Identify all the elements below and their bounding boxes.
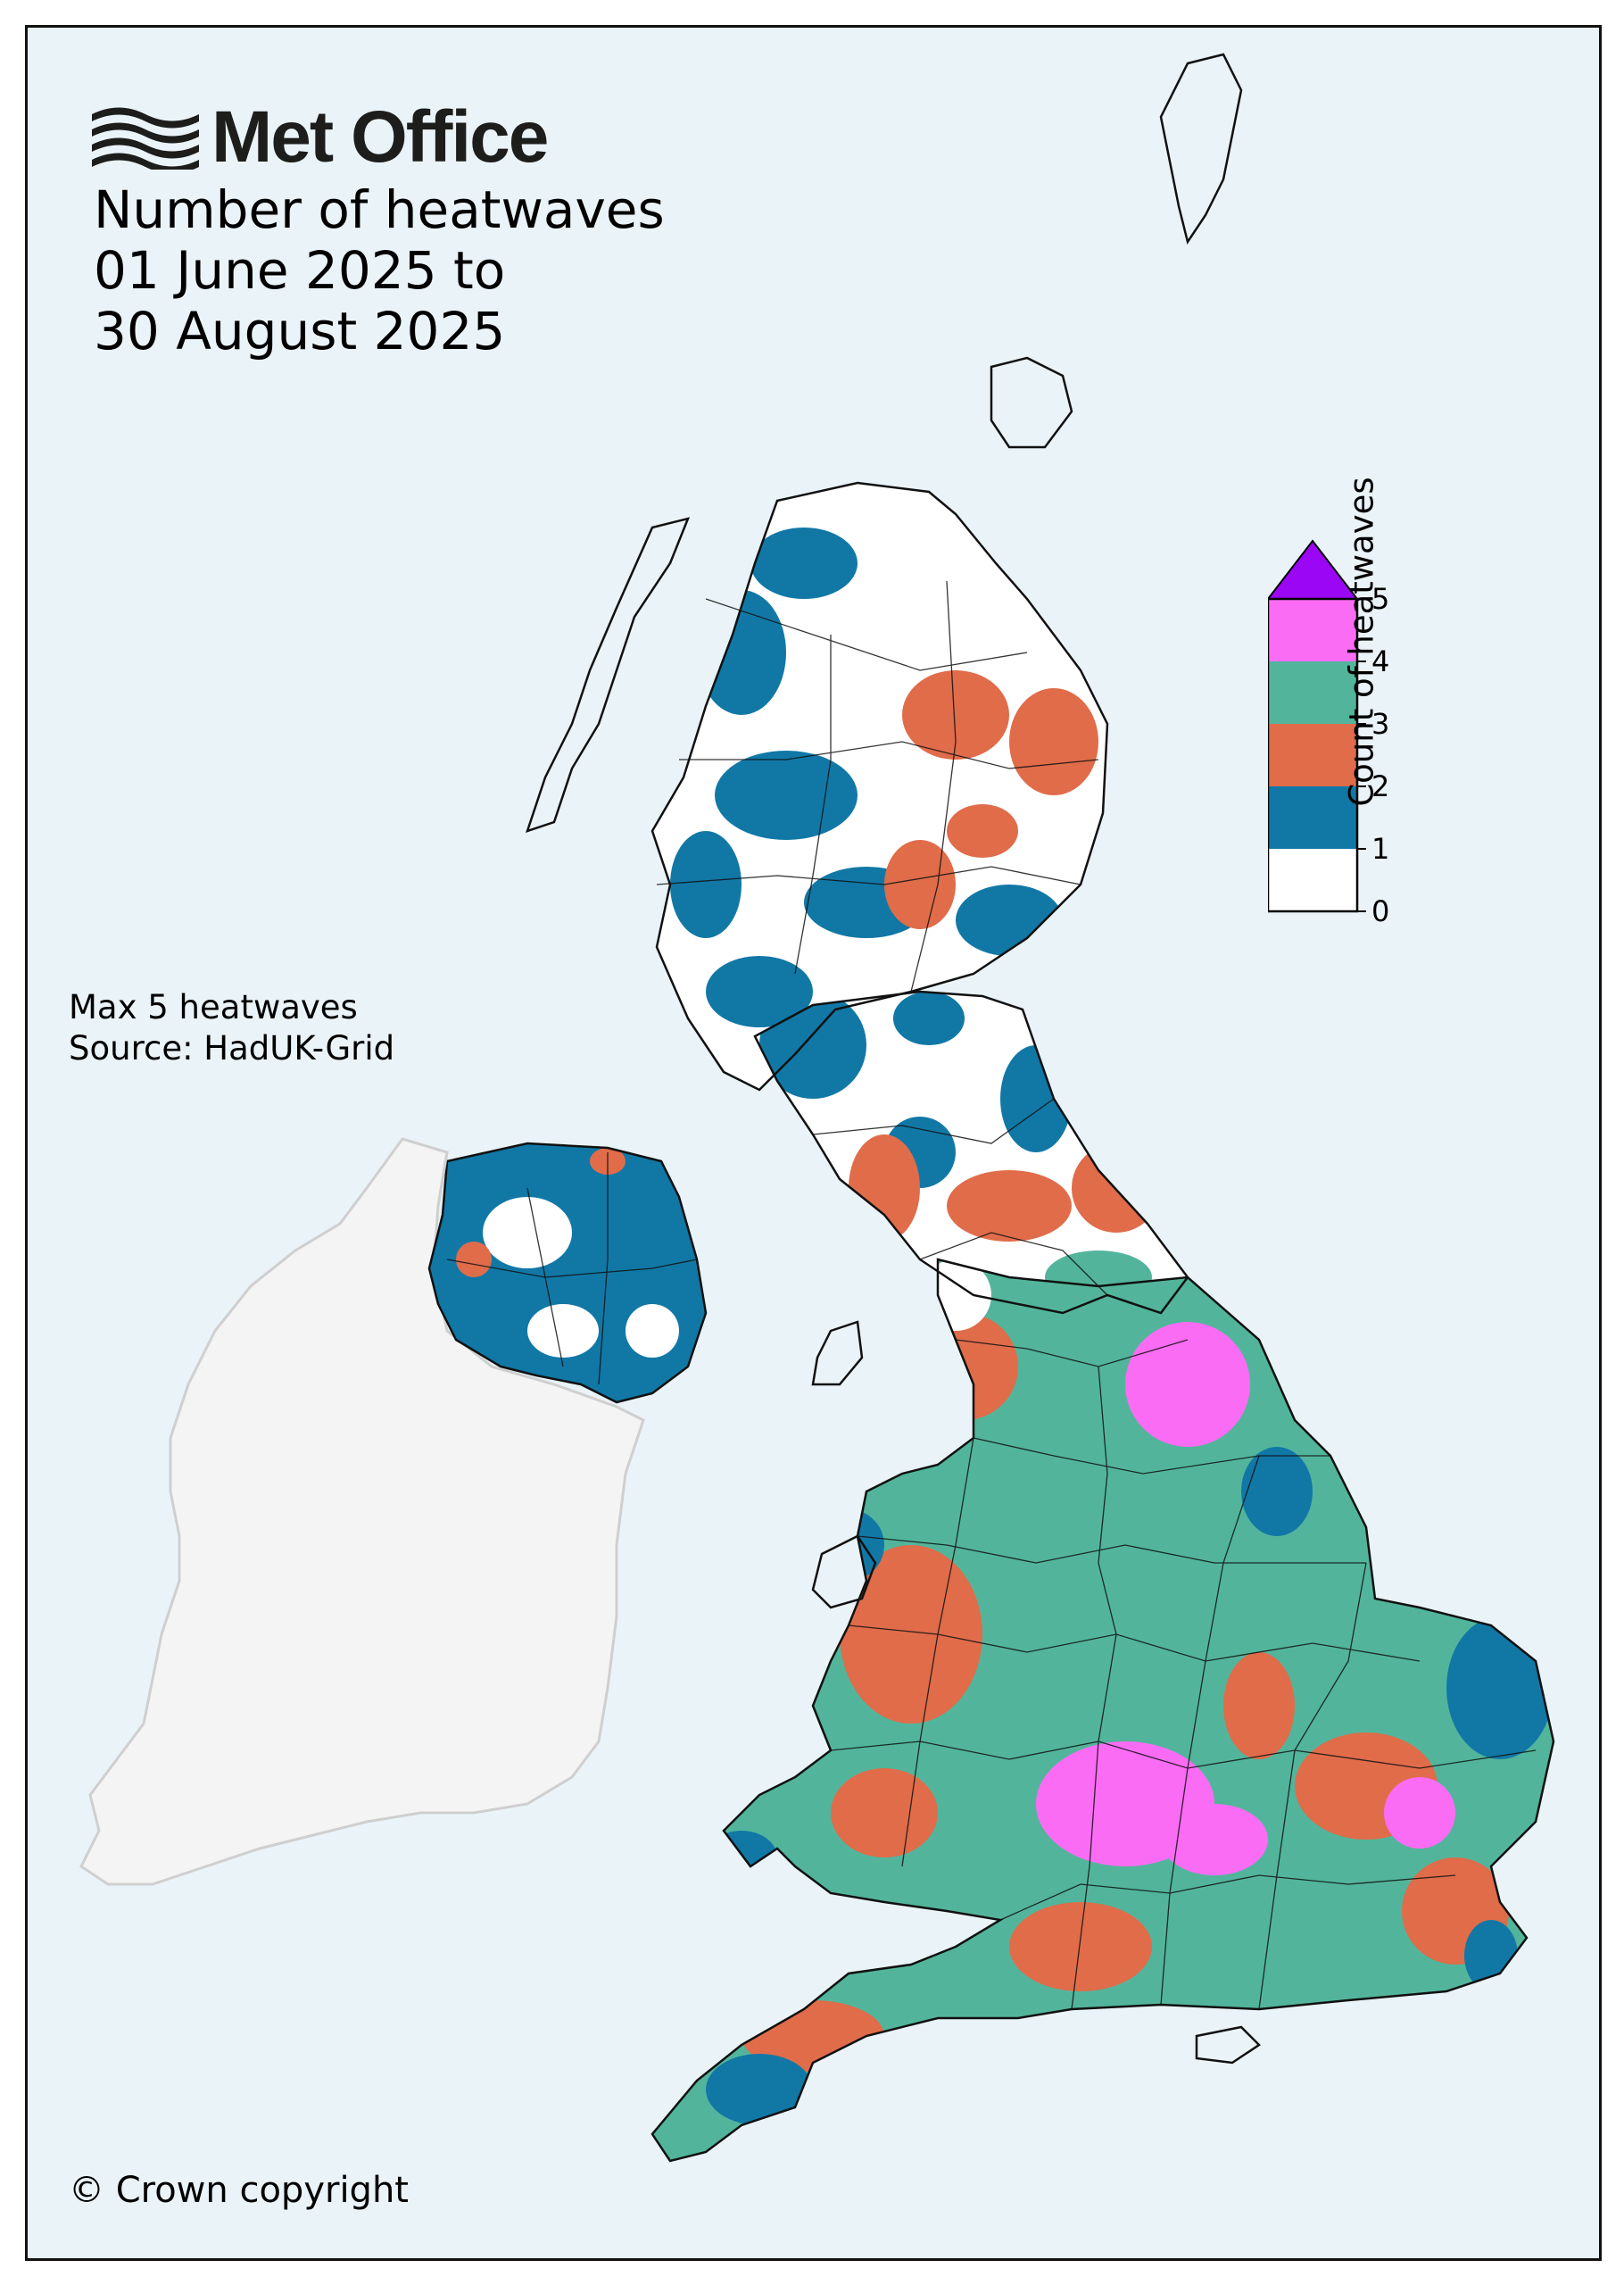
heatwave-area [849, 1134, 920, 1242]
colorbar-bin-3 [1268, 661, 1357, 724]
heatwave-area [884, 840, 956, 929]
heatwave-area [1036, 2018, 1054, 2036]
region-north-england [755, 992, 1188, 1313]
heatwave-map [79, 53, 1555, 2163]
heatwave-area [1384, 1777, 1455, 1849]
title-line-1: Number of heatwaves [94, 179, 665, 240]
map-title: Number of heatwaves 01 June 2025 to 30 A… [94, 179, 665, 361]
met-office-waves-icon [92, 107, 199, 170]
heatwave-area [956, 885, 1063, 956]
title-line-2: 01 June 2025 to [94, 240, 506, 301]
heatwave-area [1009, 1902, 1152, 1991]
heatwave-area [527, 1304, 599, 1358]
heatwave-area [1464, 1920, 1518, 1991]
colorbar-tick-label: 3 [1371, 707, 1389, 741]
met-office-logo: Met Office [92, 96, 549, 179]
heatwave-area [1446, 1616, 1554, 1759]
heatwave-area [1125, 1322, 1250, 1447]
colorbar-label: Count of heatwaves [1342, 477, 1381, 807]
heatwave-area [1045, 1251, 1152, 1304]
heatwave-area [456, 1242, 492, 1277]
heatwave-area [706, 2054, 813, 2125]
heatwave-area [706, 956, 813, 1027]
colorbar-outline [1268, 597, 1359, 913]
ireland-landmass [79, 1137, 645, 1886]
map-frame: Met Office Number of heatwaves 01 June 2… [25, 25, 1602, 2261]
colorbar-tick-label: 4 [1371, 644, 1389, 678]
max-note: Max 5 heatwaves [69, 988, 358, 1026]
colorbar-tick-label: 1 [1371, 832, 1389, 866]
heatwave-area [715, 751, 858, 840]
heatwave-area [1161, 1804, 1268, 1875]
heatwave-area [902, 670, 1009, 760]
heatwave-area [1357, 1384, 1446, 1491]
heatwave-area [706, 1831, 777, 1884]
heatwave-area [1241, 1447, 1313, 1536]
heatwave-area [670, 831, 742, 938]
heatwave-area [831, 1768, 938, 1857]
heatwave-area [626, 1304, 679, 1358]
region-england-wales [652, 1259, 1554, 2161]
colorbar-bin-0 [1268, 849, 1357, 911]
heatwave-area [750, 528, 858, 599]
heatwave-area [893, 992, 965, 1045]
source-note: Source: HadUK-Grid [69, 1029, 395, 1068]
colorbar: 0 1 2 3 4 5 [1268, 539, 1389, 928]
heatwave-area [1000, 1045, 1072, 1152]
copyright-note: © Crown copyright [69, 2170, 409, 2211]
heatwave-area [947, 1170, 1072, 1242]
colorbar-bin-2 [1268, 724, 1357, 786]
heatwave-area [1009, 688, 1098, 795]
coastline-outlines [427, 53, 1555, 2163]
heatwave-area [947, 804, 1018, 858]
colorbar-tick-label: 0 [1371, 894, 1389, 928]
colorbar-tick-label: 5 [1371, 582, 1389, 616]
colorbar-bin-1 [1268, 786, 1357, 849]
title-line-3: 30 August 2025 [94, 301, 506, 361]
region-boundaries [446, 580, 1537, 2010]
colorbar-bin-4 [1268, 599, 1357, 661]
heatwave-area [1223, 1652, 1295, 1759]
map-notes: Max 5 heatwaves Source: HadUK-Grid [69, 987, 394, 1069]
met-office-logo-text: Met Office [211, 96, 549, 178]
colorbar-tick-label: 2 [1371, 769, 1389, 803]
heatwave-area [483, 1197, 572, 1268]
heatwave-area [840, 1545, 982, 1724]
